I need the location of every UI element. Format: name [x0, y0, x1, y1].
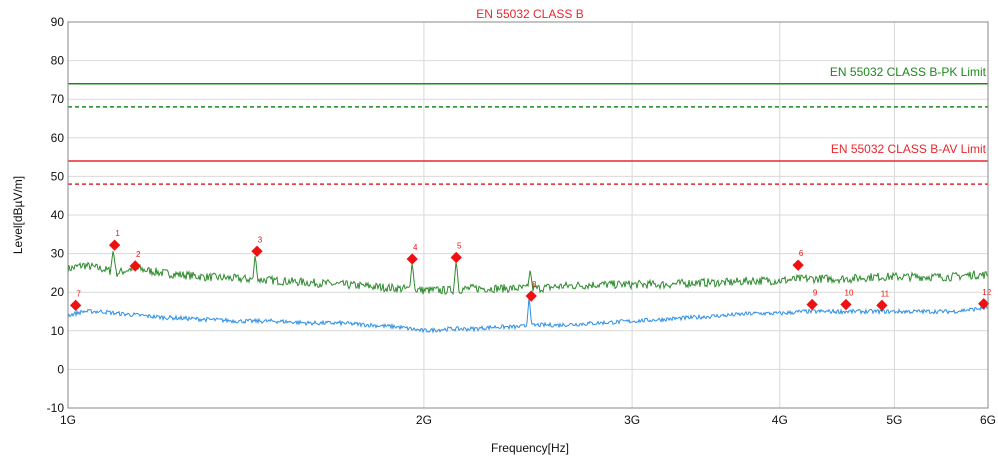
peak-marker: [251, 245, 263, 257]
y-tick-label: 10: [51, 324, 65, 338]
peak-marker-label: 8: [532, 280, 537, 289]
peak-marker: [978, 298, 990, 310]
peak-marker: [525, 290, 537, 302]
peak-marker: [406, 253, 418, 265]
x-tick-label: 3G: [624, 413, 640, 427]
peak-marker-label: 2: [136, 250, 141, 259]
x-tick-label: 4G: [772, 413, 788, 427]
series-trace: [67, 297, 989, 334]
peak-marker: [69, 299, 82, 311]
peak-marker-label: 1: [115, 229, 120, 238]
series-traces: [67, 251, 989, 334]
limit-lines: EN 55032 CLASS B-PK Limit EN 55032 CLASS …: [68, 65, 988, 185]
peak-marker: [806, 298, 818, 311]
peak-marker: [792, 259, 804, 271]
peak-marker: [876, 299, 888, 311]
y-tick-label: -10: [47, 401, 65, 415]
y-tick-label: 80: [51, 54, 65, 68]
peak-marker: [840, 298, 852, 311]
series-trace: [67, 251, 989, 296]
grid: [67, 21, 989, 409]
chart-title: EN 55032 CLASS B: [476, 7, 583, 21]
y-tick-label: 70: [51, 92, 65, 106]
peak-marker-label: 4: [413, 243, 418, 252]
peak-marker-label: 11: [881, 289, 890, 298]
y-axis-ticks: -10 0 10 20 30 40 50 60 70 80 90: [47, 15, 65, 415]
peak-marker-label: 12: [982, 288, 991, 297]
plot-frame: [67, 21, 989, 409]
x-axis-title: Frequency[Hz]: [491, 441, 569, 455]
y-tick-label: 0: [57, 362, 64, 376]
peak-marker-label: 3: [258, 235, 263, 244]
limit-label: EN 55032 CLASS B-PK Limit: [830, 65, 987, 79]
peak-marker: [129, 260, 141, 272]
y-tick-label: 90: [51, 15, 65, 29]
limit-label: EN 55032 CLASS B-AV Limit: [831, 142, 987, 156]
x-tick-label: 5G: [886, 413, 902, 427]
peak-marker-label: 10: [845, 289, 854, 298]
y-tick-label: 40: [51, 208, 65, 222]
x-axis-ticks: 1G 2G 3G 4G 5G 6G: [60, 413, 996, 427]
y-tick-label: 60: [51, 131, 65, 145]
y-tick-label: 20: [51, 285, 65, 299]
peak-marker: [108, 239, 121, 251]
x-tick-label: 1G: [60, 413, 76, 427]
peak-marker-label: 7: [76, 289, 81, 298]
y-tick-label: 50: [51, 169, 65, 183]
peak-marker-label: 6: [799, 249, 804, 258]
peak-marker-label: 5: [457, 241, 462, 250]
y-axis-title: Level[dBµV/m]: [11, 176, 25, 254]
peak-marker-label: 9: [813, 289, 818, 298]
x-tick-label: 6G: [980, 413, 996, 427]
y-tick-label: 30: [51, 247, 65, 261]
x-tick-label: 2G: [416, 413, 432, 427]
